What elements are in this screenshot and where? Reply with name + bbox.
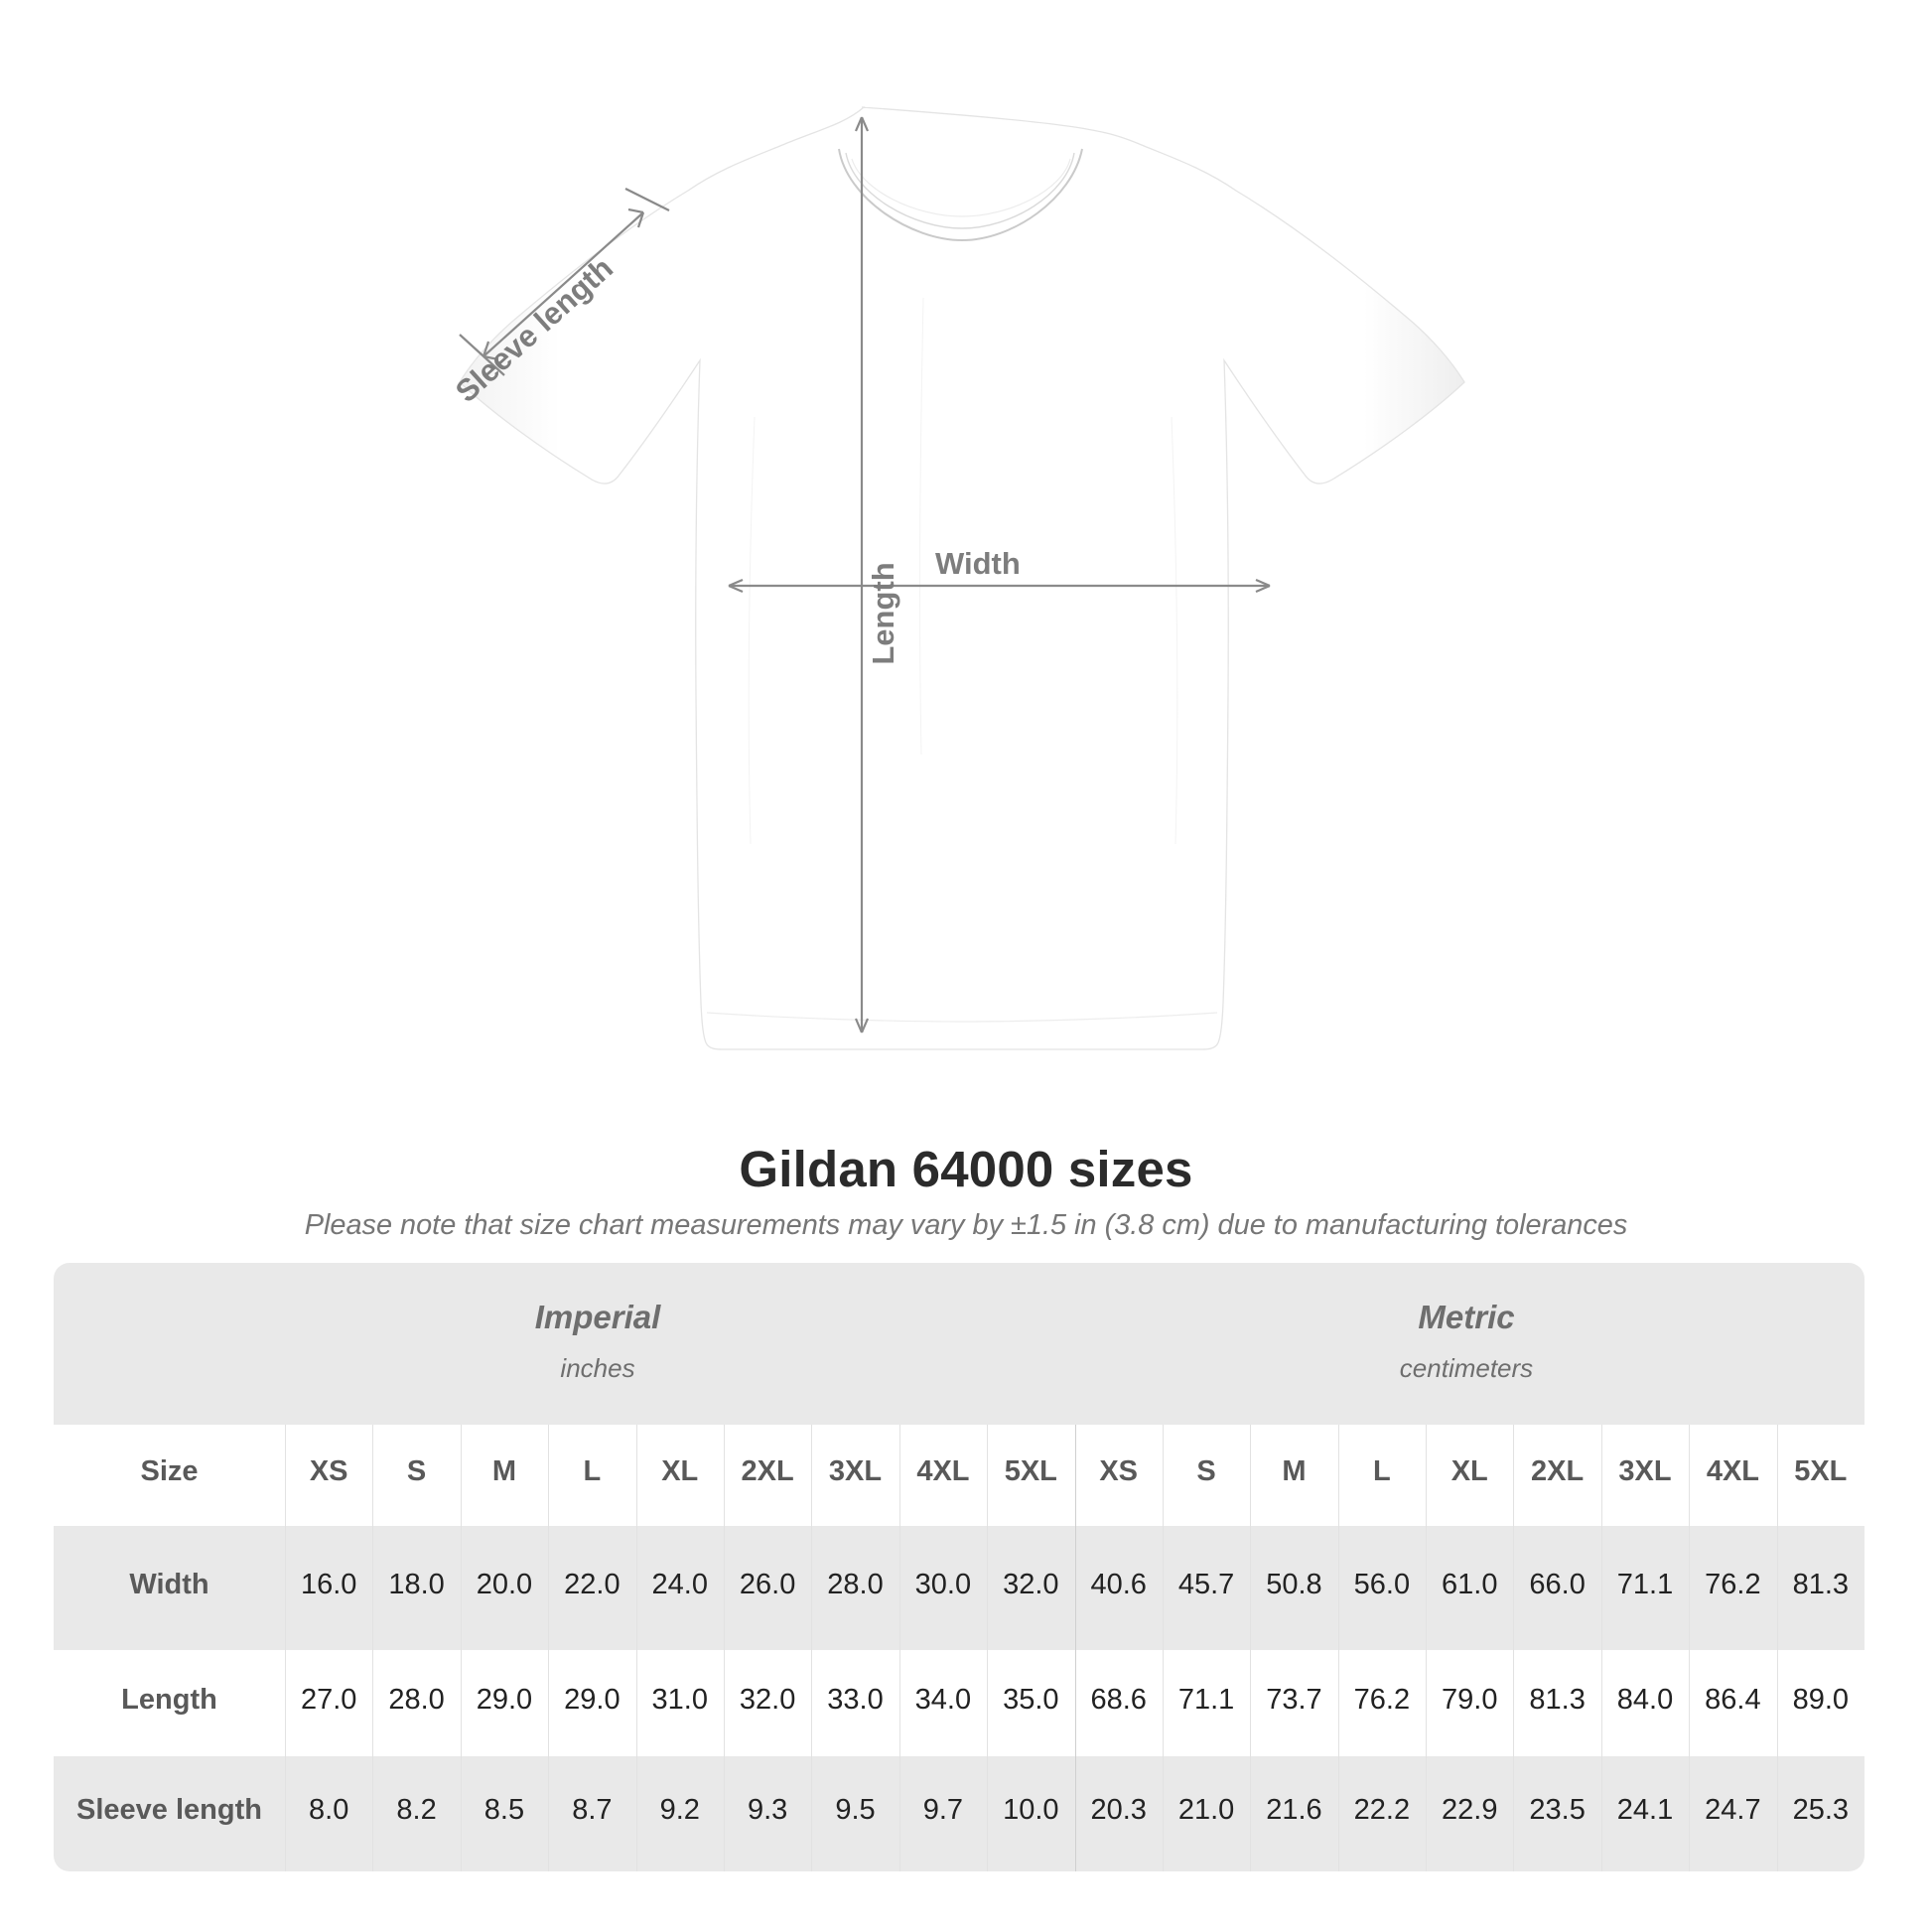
svg-text:Width: Width bbox=[935, 546, 1021, 581]
svg-text:Length: Length bbox=[866, 562, 900, 664]
